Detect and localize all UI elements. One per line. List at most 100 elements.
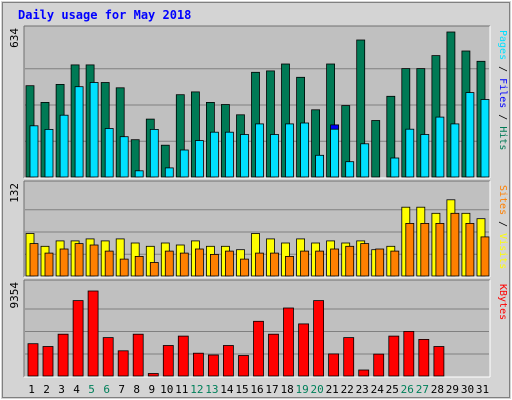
day-label-12: 12	[190, 383, 203, 396]
day-label-14: 14	[220, 383, 234, 396]
bar-kbytes-day-20	[313, 300, 325, 377]
legend-part-1: /	[497, 60, 508, 78]
bar-kbytes-day-27	[418, 338, 430, 377]
day-label-4: 4	[73, 383, 80, 396]
panel-hits: 634 Pages / Files / Hits	[8, 25, 508, 179]
bar-kbytes-day-15	[238, 355, 249, 377]
bar-kbytes-day-14	[222, 345, 234, 377]
bar-pages-day-11	[179, 149, 189, 178]
day-label-24: 24	[371, 383, 385, 396]
bar-pages-day-10	[164, 167, 174, 178]
ymax-label-kbytes: 9354	[8, 282, 21, 309]
bar-sites-day-4	[74, 243, 84, 277]
bar-pages-day-14	[224, 131, 234, 178]
bar-pages-day-13	[209, 131, 219, 178]
day-label-20: 20	[310, 383, 323, 396]
bar-pages-day-6	[104, 128, 114, 178]
bar-sites-day-24	[375, 248, 385, 277]
legend-part-3: /	[497, 108, 508, 126]
bar-pages-day-28	[435, 116, 445, 178]
bar-sites-day-9	[149, 262, 159, 277]
day-label-7: 7	[118, 383, 125, 396]
bar-sites-day-23	[360, 243, 370, 277]
day-label-22: 22	[341, 383, 354, 396]
day-label-29: 29	[446, 383, 459, 396]
bar-kbytes-day-8	[132, 333, 144, 377]
bar-kbytes-day-12	[192, 352, 204, 377]
bar-sites-day-22	[345, 245, 355, 277]
day-label-17: 17	[265, 383, 278, 396]
bar-kbytes-day-26	[403, 330, 415, 377]
bar-pages-day-20	[315, 154, 325, 178]
bar-kbytes-day-21	[328, 353, 340, 377]
bar-kbytes-day-13	[207, 354, 219, 377]
bar-pages-day-5	[89, 82, 99, 178]
bar-pages-day-30	[465, 92, 475, 178]
legend-part-2: Files	[497, 78, 508, 108]
bar-pages-day-18	[285, 123, 294, 178]
day-label-26: 26	[401, 383, 414, 396]
bar-pages-day-27	[420, 134, 430, 178]
bar-pages-day-31	[480, 99, 490, 178]
bar-kbytes-day-3	[57, 333, 69, 377]
bar-sites-day-11	[179, 252, 189, 277]
day-label-31: 31	[476, 383, 489, 396]
day-label-8: 8	[133, 383, 140, 396]
legend-part-0: KBytes	[497, 284, 508, 320]
day-label-30: 30	[461, 383, 474, 396]
bar-kbytes-day-9	[147, 373, 159, 377]
bar-pages-day-25	[390, 157, 400, 178]
bar-sites-day-25	[390, 250, 400, 277]
bar-pages-day-22	[345, 161, 355, 178]
bar-sites-day-18	[285, 255, 294, 277]
bar-kbytes-day-4	[72, 300, 84, 377]
day-label-28: 28	[431, 383, 444, 396]
day-label-9: 9	[148, 383, 155, 396]
chart-panels: 634 Pages / Files / Hits 132 Sites / Visits…	[8, 25, 508, 378]
bar-kbytes-day-19	[298, 323, 310, 377]
day-label-27: 27	[416, 383, 429, 396]
bar-sites-day-27	[420, 222, 430, 277]
day-label-5: 5	[88, 383, 95, 396]
legend-part-2: Visits	[497, 233, 508, 269]
bar-kbytes-day-16	[253, 320, 264, 377]
bar-sites-day-10	[164, 250, 174, 277]
bar-pages-day-8	[134, 170, 144, 178]
bar-sites-day-13	[209, 253, 219, 277]
bar-pages-day-1	[29, 125, 39, 178]
legend-hits: Pages / Files / Hits	[497, 30, 508, 150]
bar-kbytes-day-10	[162, 345, 174, 377]
bar-kbytes-day-11	[177, 335, 189, 377]
bar-sites-day-20	[315, 250, 325, 277]
bar-pages-day-21	[330, 128, 340, 178]
bar-sites-day-3	[59, 248, 69, 277]
legend-kbytes: KBytes	[497, 284, 508, 320]
ymax-label-hits: 634	[8, 28, 21, 48]
bar-sites-day-1	[29, 243, 39, 277]
bar-sites-day-30	[465, 222, 475, 277]
bar-pages-day-19	[300, 122, 310, 178]
legend-part-0: Sites	[497, 185, 508, 215]
bar-pages-day-7	[119, 136, 129, 178]
bar-kbytes-day-24	[373, 353, 385, 377]
day-label-19: 19	[295, 383, 308, 396]
bar-pages-day-2	[44, 128, 54, 178]
day-label-10: 10	[160, 383, 173, 396]
legend-part-1: /	[497, 215, 508, 233]
day-label-23: 23	[356, 383, 369, 396]
legend-part-0: Pages	[497, 30, 508, 60]
bar-pages-day-16	[255, 123, 264, 178]
day-label-18: 18	[280, 383, 293, 396]
bar-sites-day-5	[89, 244, 99, 277]
bar-kbytes-day-23	[358, 369, 370, 377]
bar-hits-day-24	[371, 120, 381, 178]
day-label-3: 3	[58, 383, 65, 396]
panel-visits: 132 Sites / Visits	[8, 180, 508, 278]
chart-title: Daily usage for May 2018	[18, 8, 191, 22]
bar-sites-day-19	[300, 250, 310, 277]
day-label-6: 6	[103, 383, 110, 396]
bar-sites-day-21	[330, 248, 340, 277]
ymax-label-visits: 132	[8, 183, 21, 203]
